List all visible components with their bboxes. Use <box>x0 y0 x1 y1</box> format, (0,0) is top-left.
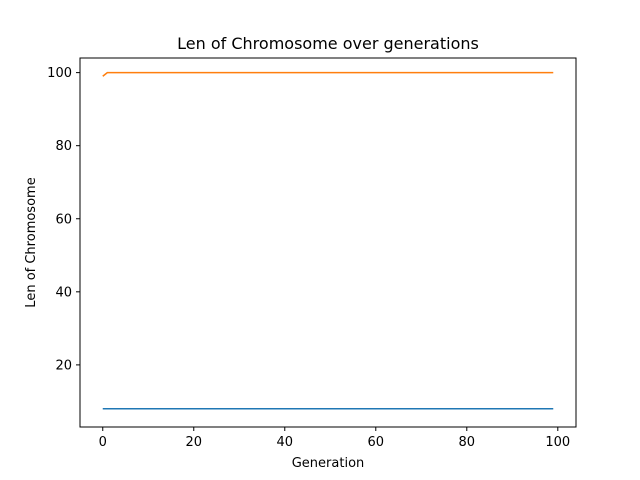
x-axis: 0 20 40 60 80 100 <box>99 427 570 450</box>
x-tick-label: 100 <box>545 435 570 450</box>
y-tick-label: 80 <box>55 139 72 154</box>
y-tick-label: 40 <box>55 285 72 300</box>
plot-background <box>80 58 576 427</box>
y-tick-label: 60 <box>55 212 72 227</box>
plot-area <box>79 57 577 428</box>
chart-title: Len of Chromosome over generations <box>177 34 479 53</box>
plot-frame <box>79 57 577 428</box>
series-line-2 <box>102 71 554 77</box>
x-axis-label: Generation <box>292 456 365 471</box>
y-tick-label: 20 <box>55 358 72 373</box>
x-tick-label: 60 <box>368 435 385 450</box>
x-tick-label: 40 <box>276 435 293 450</box>
y-axis: 20 40 60 80 100 <box>47 66 80 373</box>
y-tick-label: 100 <box>47 66 72 81</box>
y-axis-label: Len of Chromosome <box>24 177 39 307</box>
x-tick-label: 80 <box>459 435 476 450</box>
x-tick-label: 20 <box>185 435 202 450</box>
x-tick-label: 0 <box>99 435 107 450</box>
series-layer <box>102 71 554 410</box>
